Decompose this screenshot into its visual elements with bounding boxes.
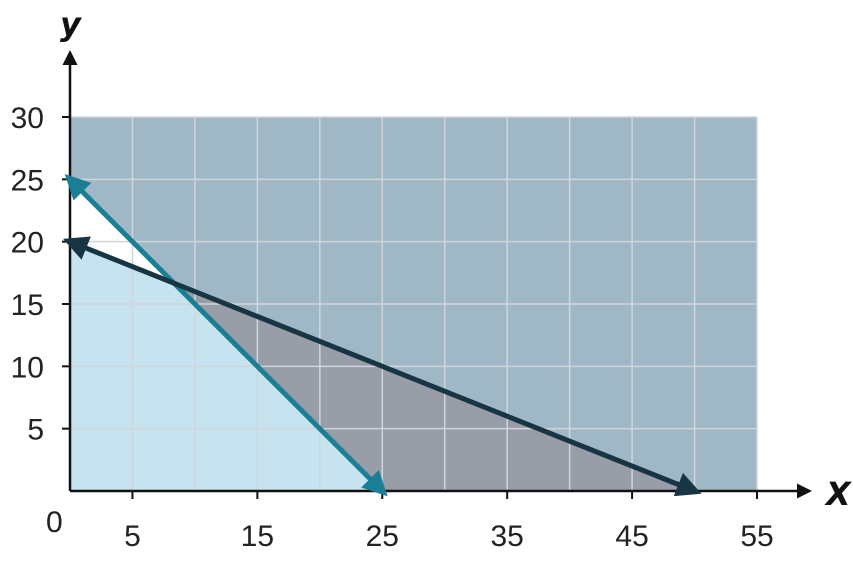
y-tick-label: 20: [11, 227, 44, 260]
x-tick-label: 45: [615, 520, 648, 553]
x-axis-label: X: [824, 475, 852, 513]
x-tick-label: 35: [490, 520, 523, 553]
x-tick-label: 15: [241, 520, 274, 553]
x-tick-label: 5: [124, 520, 141, 553]
y-axis-label: y: [60, 5, 82, 43]
constraint-lines: [63, 174, 702, 497]
x-tick-label: 25: [366, 520, 399, 553]
origin-label: 0: [46, 506, 63, 539]
y-tick-label: 15: [11, 289, 44, 322]
constraint-line-2: [63, 236, 702, 497]
y-tick-label: 5: [27, 414, 44, 447]
y-tick-label: 30: [11, 102, 44, 135]
x-tick-label: 55: [740, 520, 773, 553]
y-tick-label: 25: [11, 164, 44, 197]
y-tick-label: 10: [11, 351, 44, 384]
